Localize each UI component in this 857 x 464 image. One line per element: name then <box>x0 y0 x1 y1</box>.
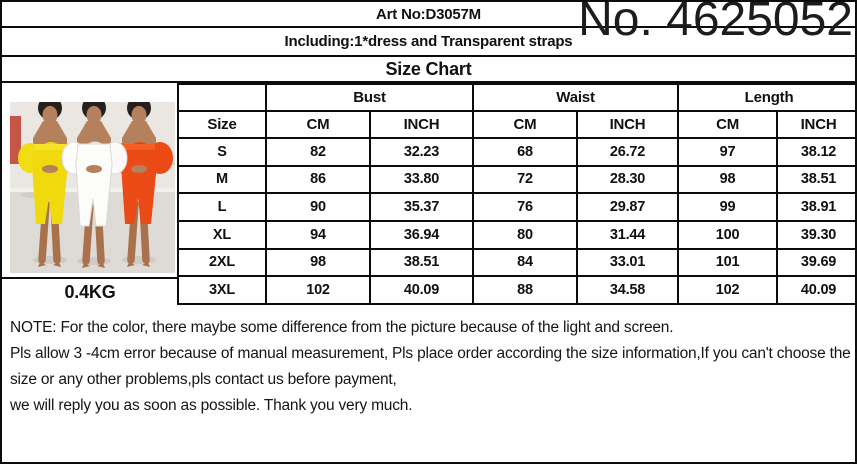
weight-cell: 0.4KG <box>2 277 178 305</box>
cell-waist-cm: 84 <box>472 247 579 278</box>
table-row-s: S 82 32.23 68 26.72 97 38.12 <box>177 137 855 167</box>
table-row-2xl: 2XL 98 38.51 84 33.01 101 39.69 <box>177 247 855 278</box>
cell-waist-inch: 29.87 <box>576 192 680 222</box>
cell-waist-inch: 34.58 <box>576 275 680 305</box>
including-row: Including:1*dress and Transparent straps <box>2 28 855 57</box>
col-bust-inch: INCH <box>368 110 475 139</box>
cell-size: S <box>177 137 267 167</box>
note-measurement: Pls allow 3 -4cm error because of manual… <box>10 345 851 388</box>
cell-length-inch: 39.69 <box>776 247 855 278</box>
cell-bust-inch: 32.23 <box>368 137 475 167</box>
cell-waist-inch: 33.01 <box>576 247 680 278</box>
col-waist-cm: CM <box>472 110 579 139</box>
cell-length-cm: 101 <box>677 247 779 278</box>
table-row-m: M 86 33.80 72 28.30 98 38.51 <box>177 164 855 195</box>
size-chart-title: Size Chart <box>385 58 472 79</box>
cell-length-cm: 99 <box>677 192 779 222</box>
cell-length-inch: 40.09 <box>776 275 855 305</box>
cell-bust-inch: 33.80 <box>368 164 475 195</box>
including-label: Including:1*dress and Transparent straps <box>284 33 573 50</box>
empty-corner-cell <box>177 83 267 112</box>
dress-figure-white <box>61 102 128 268</box>
cell-waist-cm: 68 <box>472 137 579 167</box>
cell-length-cm: 97 <box>677 137 779 167</box>
cell-length-cm: 98 <box>677 164 779 195</box>
size-table: Bust Waist Length Size CM INCH CM INCH C… <box>177 83 855 305</box>
col-size: Size <box>177 110 267 139</box>
art-no-label: Art No:D3057M <box>376 5 481 23</box>
cell-waist-inch: 28.30 <box>576 164 680 195</box>
cell-size: M <box>177 164 267 195</box>
cell-length-cm: 100 <box>677 219 779 250</box>
cell-length-inch: 38.12 <box>776 137 855 167</box>
cell-bust-inch: 40.09 <box>368 275 475 305</box>
table-row-l: L 90 35.37 76 29.87 99 38.91 <box>177 192 855 222</box>
cell-bust-cm: 90 <box>265 192 371 222</box>
art-no-row: Art No:D3057M <box>2 2 855 28</box>
cell-length-inch: 38.51 <box>776 164 855 195</box>
col-length-cm: CM <box>677 110 779 139</box>
table-row-xl: XL 94 36.94 80 31.44 100 39.30 <box>177 219 855 250</box>
col-group-length: Length <box>677 83 855 112</box>
cell-bust-cm: 98 <box>265 247 371 278</box>
table-group-header-row: Bust Waist Length <box>177 83 855 112</box>
col-waist-inch: INCH <box>576 110 680 139</box>
product-number: No. 4625052 <box>578 0 853 46</box>
cell-size: 2XL <box>177 247 267 278</box>
col-length-inch: INCH <box>776 110 855 139</box>
cell-bust-cm: 82 <box>265 137 371 167</box>
cell-bust-inch: 35.37 <box>368 192 475 222</box>
cell-waist-cm: 72 <box>472 164 579 195</box>
cell-length-inch: 38.91 <box>776 192 855 222</box>
notes-section: NOTE: For the color, there maybe some di… <box>2 305 855 462</box>
col-group-bust: Bust <box>264 83 475 112</box>
cell-waist-cm: 88 <box>472 275 579 305</box>
cell-size: 3XL <box>177 275 267 305</box>
table-row-3xl: 3XL 102 40.09 88 34.58 102 40.09 <box>177 275 855 305</box>
cell-length-cm: 102 <box>677 275 779 305</box>
photo-red-object <box>10 116 21 164</box>
cell-waist-inch: 31.44 <box>576 219 680 250</box>
cell-waist-inch: 26.72 <box>576 137 680 167</box>
cell-size: L <box>177 192 267 222</box>
cell-waist-cm: 80 <box>472 219 579 250</box>
cell-bust-cm: 94 <box>265 219 371 250</box>
note-color: NOTE: For the color, there maybe some di… <box>10 319 674 336</box>
product-photo-cell <box>2 83 177 277</box>
table-unit-header-row: Size CM INCH CM INCH CM INCH <box>177 110 855 139</box>
cell-size: XL <box>177 219 267 250</box>
product-photo-image <box>10 102 175 273</box>
note-reply: we will reply you as soon as possible. T… <box>10 397 413 414</box>
cell-bust-inch: 38.51 <box>368 247 475 278</box>
cell-bust-inch: 36.94 <box>368 219 475 250</box>
col-bust-cm: CM <box>265 110 371 139</box>
cell-bust-cm: 86 <box>265 164 371 195</box>
cell-length-inch: 39.30 <box>776 219 855 250</box>
cell-waist-cm: 76 <box>472 192 579 222</box>
cell-bust-cm: 102 <box>265 275 371 305</box>
size-chart-title-row: Size Chart <box>2 57 855 83</box>
weight-label: 0.4KG <box>64 281 116 302</box>
col-group-waist: Waist <box>472 83 680 112</box>
